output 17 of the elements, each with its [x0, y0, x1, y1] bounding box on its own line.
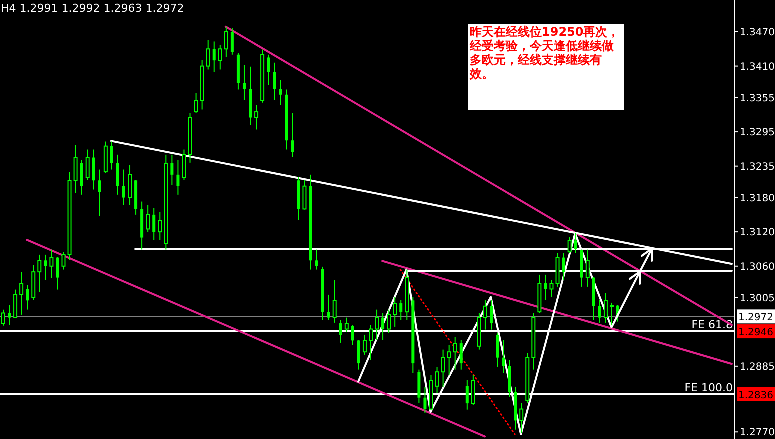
- chart-title: H4 1.2991 1.2992 1.2963 1.2972: [1, 2, 184, 15]
- annotation: 1.2836: [738, 390, 774, 402]
- ref-line-label: FE 100.0: [684, 381, 733, 394]
- annotation: 1.2972: [738, 312, 774, 324]
- y-tick-label: 1.2885: [740, 362, 775, 373]
- y-tick-label: 1.3235: [740, 162, 775, 173]
- y-tick-label: 1.3295: [740, 128, 775, 139]
- y-tick-label: 1.3355: [740, 93, 775, 104]
- y-tick-label: 1.3120: [740, 228, 775, 239]
- y-tick-label: 1.3060: [740, 262, 775, 273]
- y-tick-label: 1.2770: [740, 428, 775, 439]
- y-tick-label: 1.3470: [740, 28, 775, 39]
- annotation: 1.2946: [738, 328, 774, 339]
- y-tick-label: 1.3180: [740, 193, 775, 204]
- note-box: 昨天在经线位19250再次，经受考验，今天逢低继续做多欧元，经线支撑继续有效。: [468, 24, 624, 110]
- y-tick-label: 1.3410: [740, 62, 775, 73]
- y-tick-label: 1.3005: [740, 293, 775, 304]
